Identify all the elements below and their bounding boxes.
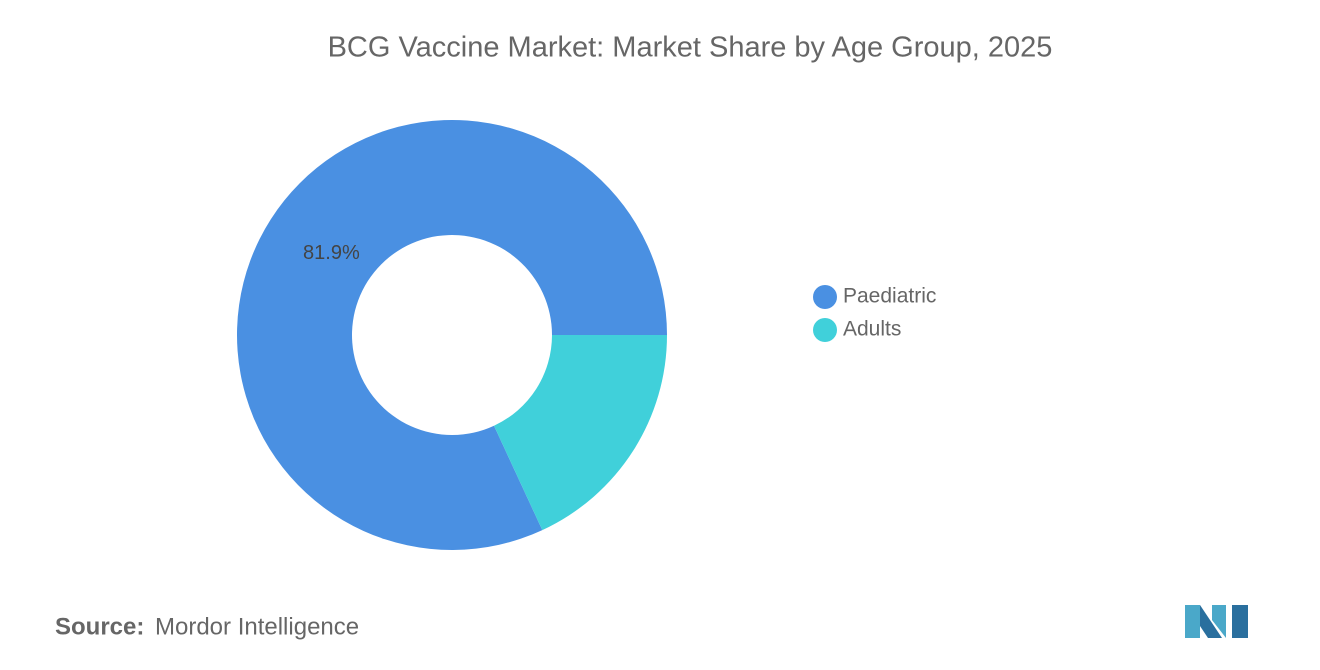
logo [1185,605,1248,638]
legend-label: Adults [843,318,901,341]
legend-label: Paediatric [843,285,936,308]
source: Mordor Intelligence [155,613,359,640]
slice [494,335,667,531]
legend-marker [813,285,837,309]
source-label: Source: [55,613,144,640]
chart-title: BCG Vaccine Market: Market Share by Age … [328,32,1053,64]
value-label: 81.9% [303,242,360,264]
slice [236,120,667,550]
legend-marker [813,318,837,342]
